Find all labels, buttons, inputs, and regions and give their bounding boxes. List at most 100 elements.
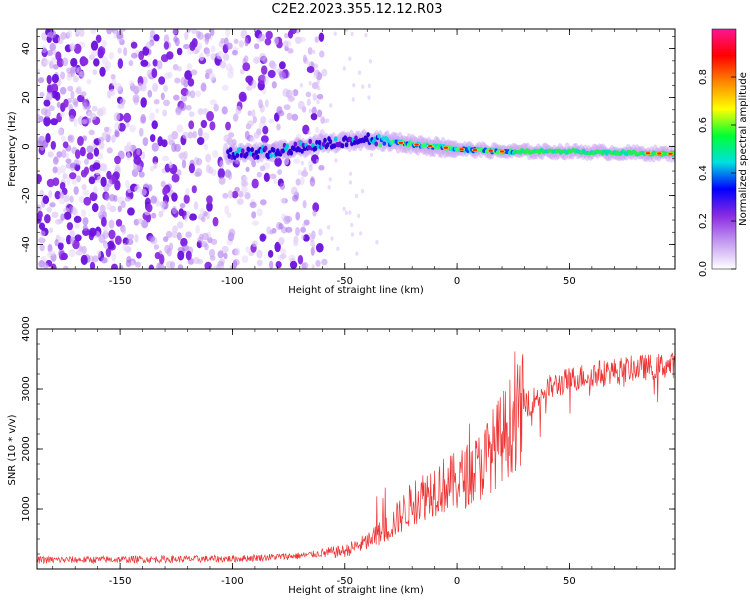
noise-blob xyxy=(173,35,178,43)
noise-blob xyxy=(280,253,287,259)
noise-blob xyxy=(114,121,120,131)
noise-blob xyxy=(316,93,324,100)
noise-blob xyxy=(110,74,116,80)
noise-blob xyxy=(246,85,253,91)
signal-core xyxy=(255,154,260,160)
noise-blob xyxy=(233,112,239,122)
noise-blob xyxy=(284,32,289,39)
noise-blob xyxy=(83,103,91,110)
noise-blob xyxy=(231,190,239,199)
noise-blob xyxy=(247,110,252,117)
noise-blob xyxy=(302,54,307,63)
noise-blob xyxy=(351,97,355,102)
noise-blob xyxy=(234,186,240,193)
noise-blob xyxy=(83,196,92,206)
noise-blob xyxy=(256,171,262,178)
noise-blob xyxy=(136,218,144,225)
noise-blob xyxy=(109,88,116,96)
noise-blob xyxy=(189,90,196,99)
noise-blob xyxy=(220,37,225,44)
noise-blob xyxy=(212,150,219,158)
noise-blob xyxy=(201,232,209,241)
noise-blob xyxy=(81,209,87,217)
noise-blob xyxy=(154,252,161,260)
snr-y-ticks: 1000 2000 3000 4000 xyxy=(21,316,675,570)
noise-blob xyxy=(170,261,176,269)
noise-blob xyxy=(286,112,293,121)
noise-blob xyxy=(285,226,293,233)
noise-blob xyxy=(330,236,334,241)
noise-blob xyxy=(151,68,158,79)
noise-blob xyxy=(104,192,110,201)
noise-blob xyxy=(352,83,356,88)
noise-blob xyxy=(238,190,244,198)
noise-blob xyxy=(244,130,250,140)
noise-blob xyxy=(311,264,315,269)
noise-blob xyxy=(147,184,153,192)
noise-blob xyxy=(100,106,107,116)
colorbar-tick-label: 0.4 xyxy=(698,165,709,181)
noise-blob xyxy=(251,220,259,226)
noise-blob xyxy=(153,161,158,169)
noise-blob xyxy=(37,237,45,243)
noise-blob xyxy=(173,94,180,101)
noise-blob xyxy=(235,105,242,115)
noise-blob xyxy=(52,177,60,187)
noise-blob xyxy=(209,29,215,36)
noise-blob xyxy=(278,223,284,230)
noise-blob xyxy=(209,121,216,131)
noise-blob xyxy=(264,37,272,46)
noise-blob xyxy=(49,227,54,234)
signal-core xyxy=(298,140,303,146)
noise-blob xyxy=(228,189,233,199)
noise-blob xyxy=(60,135,66,142)
noise-blob xyxy=(89,261,96,269)
noise-blob xyxy=(228,228,236,237)
noise-blob xyxy=(244,192,251,200)
noise-blob xyxy=(63,194,70,203)
noise-blob xyxy=(344,210,348,216)
noise-blob xyxy=(319,133,323,138)
noise-blob xyxy=(236,198,244,205)
noise-blob xyxy=(60,213,65,221)
noise-blob xyxy=(245,75,254,84)
noise-blob xyxy=(99,204,106,213)
noise-blob xyxy=(91,203,99,213)
noise-blob xyxy=(140,59,149,67)
noise-blob xyxy=(300,226,306,233)
noise-blob xyxy=(107,240,115,250)
noise-blob xyxy=(119,29,126,32)
noise-blob xyxy=(302,234,310,242)
noise-blob xyxy=(225,29,231,37)
noise-blob xyxy=(197,31,204,40)
noise-blob xyxy=(71,206,77,215)
noise-blob xyxy=(224,205,230,215)
noise-blob xyxy=(244,37,249,47)
noise-blob xyxy=(163,99,170,107)
noise-blob xyxy=(191,185,197,194)
noise-blob xyxy=(227,170,233,180)
snr-y-tick-label: 4000 xyxy=(21,316,32,341)
noise-blob xyxy=(101,132,108,141)
noise-blob xyxy=(305,91,312,98)
noise-blob xyxy=(260,116,267,124)
noise-blob xyxy=(115,218,123,227)
noise-blob xyxy=(283,157,290,166)
noise-blob xyxy=(276,106,283,115)
noise-blob xyxy=(100,256,108,264)
noise-blob xyxy=(312,244,316,249)
noise-blob xyxy=(83,158,89,165)
noise-blob xyxy=(186,90,191,97)
noise-blob xyxy=(90,29,97,35)
noise-blob xyxy=(253,56,261,64)
noise-blob xyxy=(238,40,244,48)
noise-blob xyxy=(96,249,102,258)
noise-blob xyxy=(80,91,87,97)
noise-blob xyxy=(267,249,274,258)
noise-blob xyxy=(205,211,211,220)
noise-blob xyxy=(76,66,82,75)
noise-blob xyxy=(46,50,54,57)
noise-blob xyxy=(106,202,112,210)
noise-blob xyxy=(172,29,178,35)
noise-blob xyxy=(317,86,321,91)
